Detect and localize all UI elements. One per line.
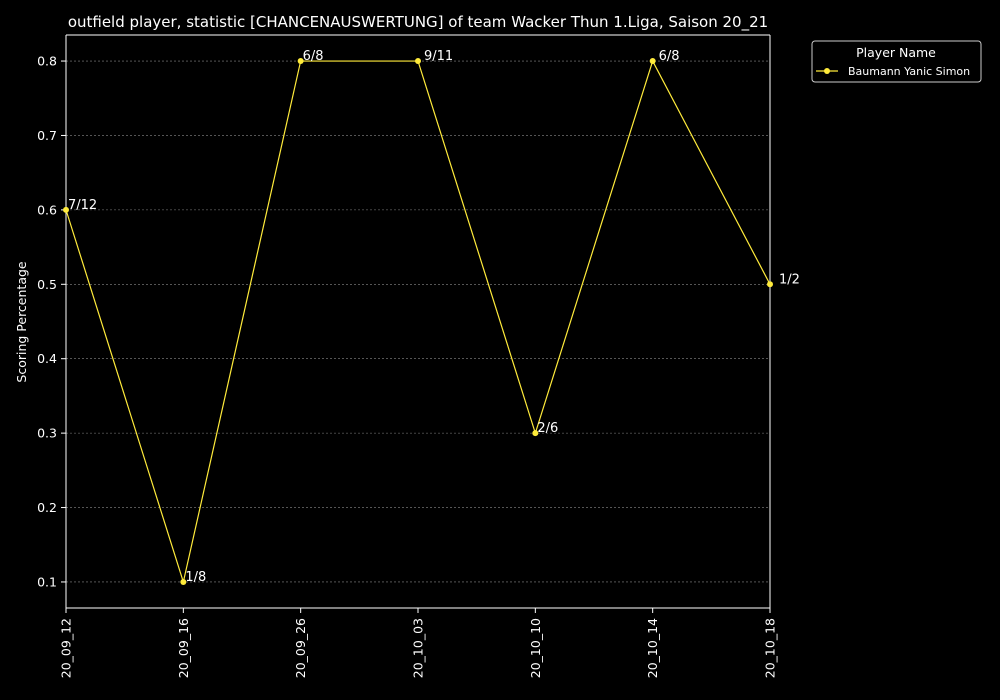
x-tick-label: 20_10_10 — [528, 618, 543, 678]
y-axis-label: Scoring Percentage — [14, 261, 29, 383]
data-label: 9/11 — [424, 49, 453, 64]
y-tick-label: 0.2 — [37, 500, 57, 515]
legend: Player Name Baumann Yanic Simon — [811, 40, 982, 83]
data-label: 6/8 — [659, 49, 680, 64]
legend-box — [811, 40, 982, 83]
y-tick-label: 0.4 — [37, 351, 57, 366]
y-tick-label: 0.5 — [37, 277, 57, 292]
data-label: 7/12 — [68, 198, 97, 213]
data-points — [63, 58, 773, 585]
y-tick-label: 0.7 — [37, 128, 57, 143]
chart-title: outfield player, statistic [CHANCENAUSWE… — [68, 13, 768, 32]
data-point — [415, 58, 421, 65]
data-point — [649, 58, 656, 65]
legend-label: Baumann Yanic Simon — [848, 65, 970, 78]
y-tick-label: 0.6 — [37, 202, 57, 217]
data-labels: 7/12 1/8 6/8 9/11 2/6 6/8 1/2 — [68, 49, 800, 585]
y-tick-label: 0.8 — [37, 54, 57, 69]
legend-items: Baumann Yanic Simon — [816, 65, 970, 78]
data-point — [532, 430, 539, 437]
y-axis-ticks: 0.1 0.2 0.3 0.4 0.5 0.6 0.7 0.8 — [37, 54, 66, 589]
data-point — [297, 58, 304, 65]
data-label: 1/2 — [779, 272, 800, 287]
x-tick-label: 20_10_18 — [763, 618, 778, 678]
y-tick-label: 0.1 — [37, 574, 57, 589]
data-point — [767, 281, 773, 288]
x-axis-ticks: 20_09_12 20_09_16 20_09_26 20_10_03 20_10_10… — [59, 608, 778, 678]
legend-marker — [824, 68, 830, 74]
x-tick-label: 20_09_12 — [59, 618, 74, 678]
data-label: 1/8 — [185, 570, 206, 585]
data-label: 6/8 — [303, 49, 324, 64]
data-label: 2/6 — [537, 421, 558, 436]
data-point — [63, 206, 69, 213]
x-tick-label: 20_10_14 — [645, 618, 660, 678]
x-tick-label: 20_09_16 — [176, 618, 191, 678]
x-tick-label: 20_09_26 — [293, 618, 308, 678]
data-point — [180, 578, 187, 585]
y-tick-label: 0.3 — [37, 426, 57, 441]
x-tick-label: 20_10_03 — [411, 618, 426, 678]
legend-title: Player Name — [856, 45, 936, 60]
